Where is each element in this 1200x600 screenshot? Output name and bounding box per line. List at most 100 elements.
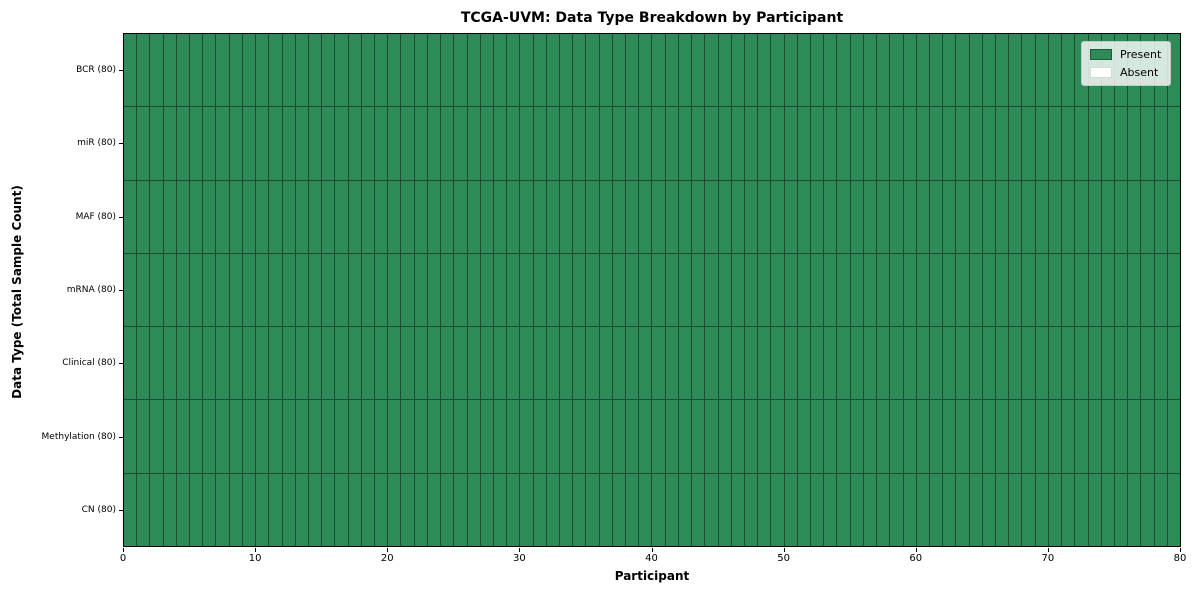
matrix-cell: [863, 400, 877, 473]
legend-item-present: Present: [1090, 48, 1161, 61]
matrix-cell: [1035, 34, 1048, 107]
matrix-cell: [454, 400, 467, 473]
matrix-cell: [956, 253, 969, 327]
matrix-cell: [731, 34, 744, 107]
matrix-cell: [916, 473, 929, 546]
matrix-cell: [520, 180, 533, 253]
matrix-cell: [943, 327, 956, 400]
matrix-cell: [441, 327, 454, 400]
matrix-cell: [1048, 473, 1062, 546]
matrix-cell: [599, 253, 612, 327]
matrix-cell: [546, 327, 559, 400]
matrix-cell: [560, 253, 573, 327]
matrix-cell: [269, 473, 282, 546]
matrix-cell: [282, 107, 295, 180]
matrix-cell: [1128, 253, 1141, 327]
matrix-cell: [612, 327, 626, 400]
matrix-cell: [744, 180, 758, 253]
matrix-cell: [163, 34, 176, 107]
matrix-cell: [242, 107, 256, 180]
matrix-cell: [361, 400, 375, 473]
matrix-cell: [176, 253, 190, 327]
matrix-cell: [903, 473, 916, 546]
matrix-cell: [718, 400, 731, 473]
matrix-cell: [322, 107, 335, 180]
matrix-cell: [969, 400, 982, 473]
matrix-cell: [678, 327, 692, 400]
matrix-cell: [1009, 400, 1022, 473]
matrix-cell: [850, 473, 863, 546]
matrix-cell: [427, 34, 441, 107]
x-tick-mark: [915, 548, 917, 552]
matrix-cell: [903, 253, 916, 327]
matrix-cell: [414, 180, 427, 253]
x-tick-label: 10: [248, 553, 262, 564]
matrix-cell: [493, 34, 507, 107]
legend-present-label: Present: [1120, 48, 1162, 61]
x-tick-mark: [783, 548, 785, 552]
matrix-cell: [1022, 107, 1035, 180]
matrix-cell: [996, 327, 1009, 400]
matrix-cell: [1154, 253, 1167, 327]
matrix-cell: [308, 180, 322, 253]
matrix-cell: [295, 34, 308, 107]
matrix-cell: [1114, 107, 1128, 180]
matrix-cell: [493, 400, 507, 473]
matrix-cell: [797, 327, 811, 400]
matrix-cell: [335, 473, 348, 546]
matrix-cell: [1062, 180, 1075, 253]
matrix-cell: [454, 253, 467, 327]
matrix-cell: [1141, 473, 1154, 546]
matrix-cell: [203, 473, 216, 546]
matrix-cell: [335, 34, 348, 107]
matrix-cell: [1154, 400, 1167, 473]
matrix-cell: [375, 473, 388, 546]
matrix-cell: [560, 34, 573, 107]
matrix-cell: [599, 327, 612, 400]
matrix-cell: [929, 34, 943, 107]
matrix-cell: [718, 107, 731, 180]
matrix-cell: [705, 400, 718, 473]
matrix-cell: [322, 253, 335, 327]
matrix-cell: [480, 34, 493, 107]
matrix-cell: [533, 473, 546, 546]
matrix-cell: [626, 180, 639, 253]
matrix-cell: [652, 107, 665, 180]
matrix-cell: [744, 473, 758, 546]
matrix-cell: [203, 327, 216, 400]
matrix-cell: [546, 253, 559, 327]
matrix-cell: [850, 107, 863, 180]
matrix-cell: [150, 180, 163, 253]
matrix-cell: [150, 473, 163, 546]
matrix-cell: [731, 107, 744, 180]
matrix-cell: [1114, 400, 1128, 473]
matrix-cell: [863, 107, 877, 180]
matrix-cell: [626, 473, 639, 546]
matrix-cell: [467, 107, 480, 180]
matrix-cell: [1101, 107, 1114, 180]
matrix-cell: [586, 180, 599, 253]
matrix-cell: [1062, 327, 1075, 400]
matrix-cell: [1075, 253, 1088, 327]
x-tick-label: 50: [777, 553, 790, 564]
matrix-cell: [520, 473, 533, 546]
matrix-cell: [375, 180, 388, 253]
matrix-cell: [586, 253, 599, 327]
matrix-cell: [520, 327, 533, 400]
matrix-cell: [573, 253, 586, 327]
matrix-cell: [705, 327, 718, 400]
matrix-cell: [731, 253, 744, 327]
matrix-cell: [1035, 400, 1048, 473]
matrix-cell: [1141, 327, 1154, 400]
matrix-cell: [586, 473, 599, 546]
matrix-cell: [744, 253, 758, 327]
matrix-cell: [335, 327, 348, 400]
matrix-cell: [837, 180, 850, 253]
matrix-cell: [969, 107, 982, 180]
matrix-cell: [414, 253, 427, 327]
matrix-cell: [1114, 180, 1128, 253]
matrix-cell: [639, 473, 652, 546]
y-tick-mark: [119, 363, 123, 365]
matrix-cell: [877, 327, 890, 400]
matrix-cell: [837, 34, 850, 107]
